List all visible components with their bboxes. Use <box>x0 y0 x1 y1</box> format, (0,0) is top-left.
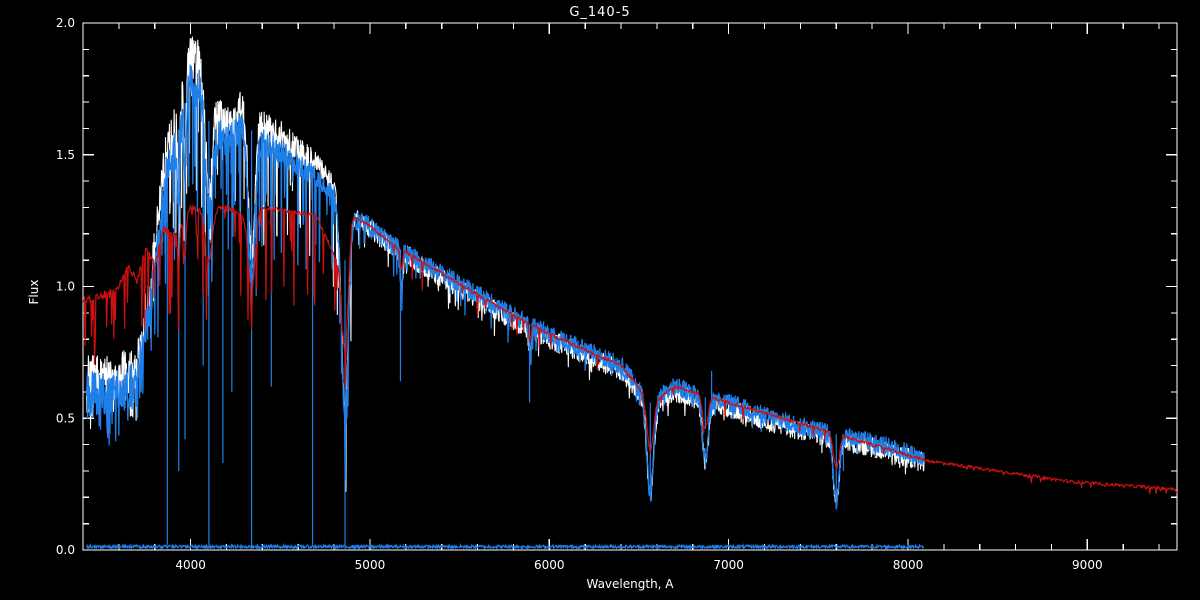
x-tick-label: 8000 <box>893 558 924 572</box>
x-tick-label: 7000 <box>713 558 744 572</box>
x-tick-label: 5000 <box>355 558 386 572</box>
x-tick-label: 9000 <box>1072 558 1103 572</box>
y-tick-label: 2.0 <box>56 16 75 30</box>
y-tick-label: 0.0 <box>56 543 75 557</box>
x-axis-tick-labels: 4000 5000 6000 7000 8000 9000 <box>175 558 1102 572</box>
x-tick-label: 4000 <box>175 558 206 572</box>
series-model-spectrum-red <box>82 204 1178 495</box>
y-axis-label: Flux <box>27 280 41 305</box>
x-tick-label: 6000 <box>534 558 565 572</box>
data-series-layer <box>82 36 1178 551</box>
y-tick-label: 1.0 <box>56 280 75 294</box>
x-axis-label: Wavelength, A <box>586 577 674 591</box>
y-axis-ticks <box>83 22 1177 551</box>
y-tick-label: 0.5 <box>56 411 75 425</box>
y-tick-label: 1.5 <box>56 148 75 162</box>
y-axis-tick-labels: 0.0 0.5 1.0 1.5 2.0 <box>56 16 75 557</box>
page-title: G_140-5 <box>569 5 630 20</box>
series-residual-baseline <box>86 542 925 551</box>
